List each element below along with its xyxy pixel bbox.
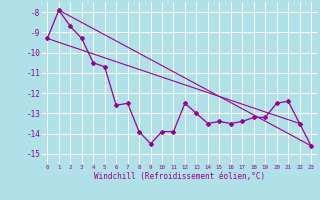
- X-axis label: Windchill (Refroidissement éolien,°C): Windchill (Refroidissement éolien,°C): [94, 172, 265, 181]
